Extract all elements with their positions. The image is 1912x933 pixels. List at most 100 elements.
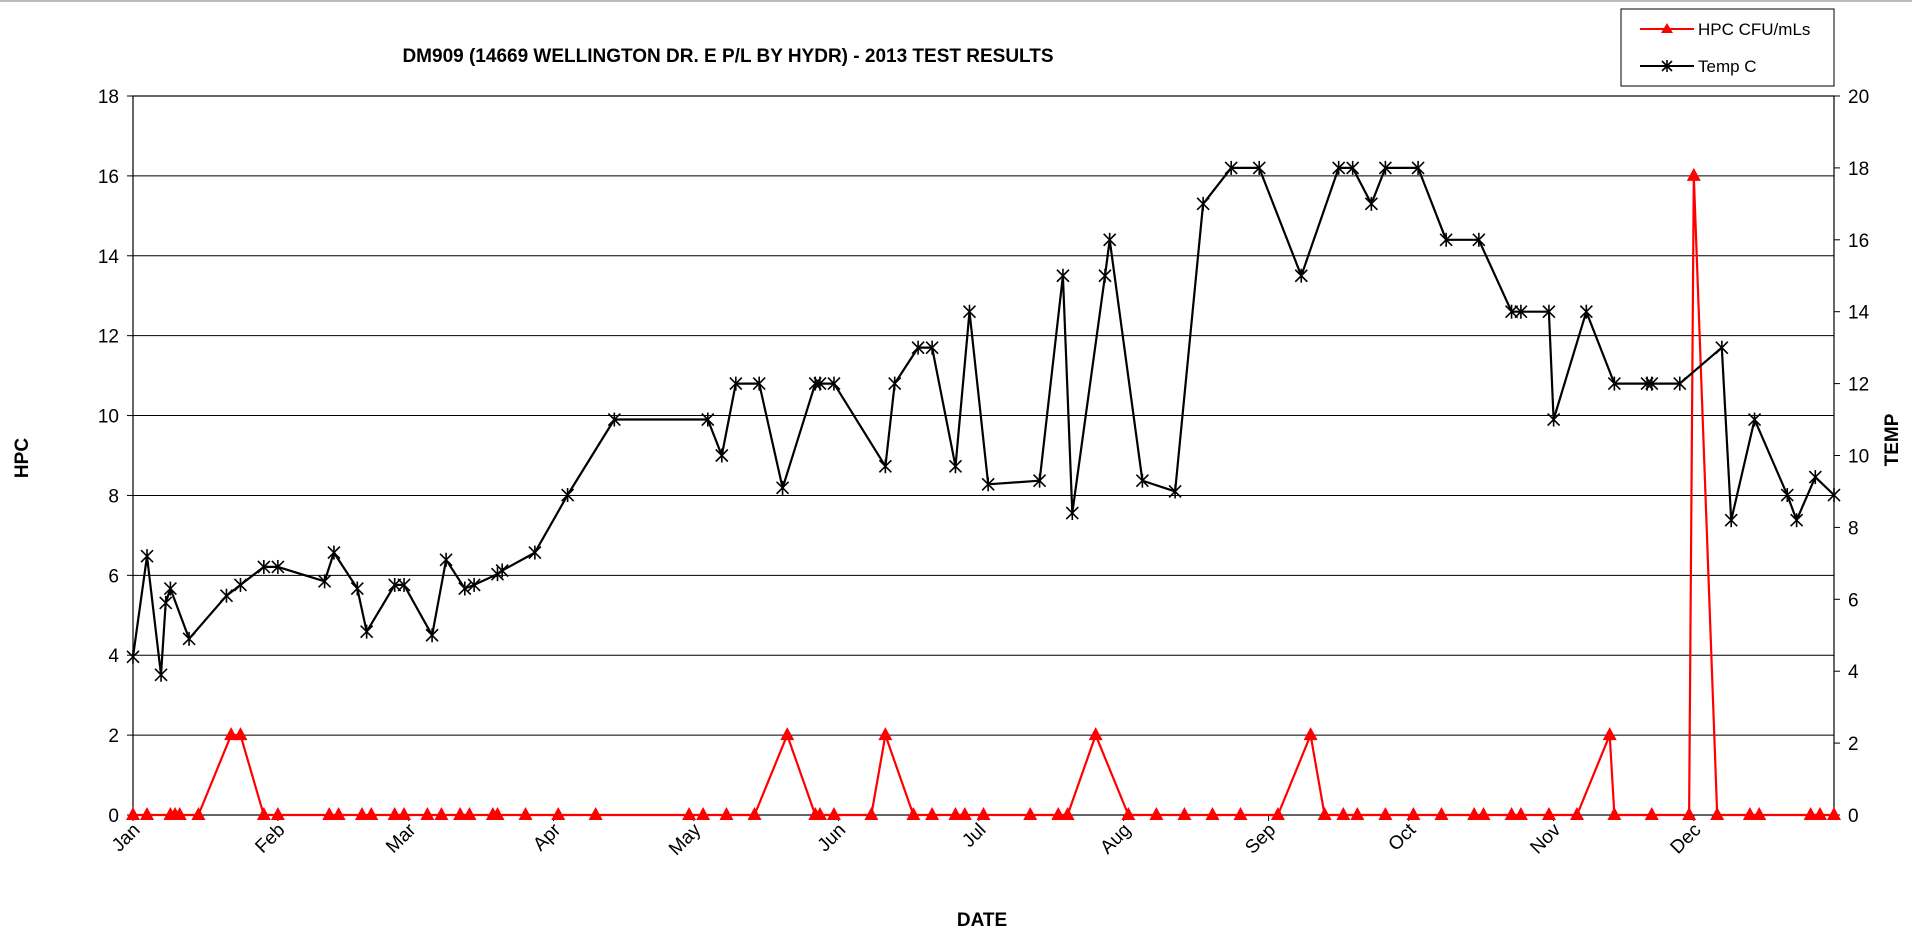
data-point-marker [126, 649, 140, 664]
data-point-marker [1476, 807, 1491, 820]
data-point-marker [911, 340, 925, 355]
data-point-marker [467, 577, 481, 592]
data-point-marker [1644, 807, 1659, 820]
data-point-marker [1121, 807, 1136, 820]
data-point-marker [812, 807, 827, 820]
y2-axis-label: TEMP [1882, 413, 1903, 466]
data-point-marker [331, 807, 346, 820]
data-point-marker [1541, 807, 1556, 820]
data-point-marker [1434, 807, 1449, 820]
data-point-marker [1103, 232, 1117, 247]
x-tick-label: Jun [814, 820, 851, 857]
data-point-marker [1467, 807, 1482, 820]
right-axis: 0 2 4 6 8 10 12 14 16 18 20 [1834, 87, 1870, 827]
data-point-marker [864, 807, 879, 820]
y2-tick-label: 18 [1848, 159, 1869, 180]
x-axis: Jan Feb Mar Apr May Jun Jul Aug Sep Oct Nov Dec [108, 815, 1705, 860]
data-point-marker [1350, 807, 1365, 820]
data-point-marker [191, 807, 206, 820]
data-point-marker [439, 552, 453, 567]
data-point-marker [327, 545, 341, 560]
data-point-marker [1205, 807, 1220, 820]
data-point-marker [878, 459, 892, 474]
data-point-marker [1673, 376, 1687, 391]
data-point-marker [588, 807, 603, 820]
data-point-marker [518, 807, 533, 820]
data-point-marker [126, 807, 140, 820]
data-point-marker [1514, 304, 1528, 319]
data-point-marker [397, 577, 411, 592]
data-point-marker [1607, 376, 1621, 391]
data-point-marker [462, 807, 477, 820]
data-point-marker [1177, 807, 1192, 820]
data-point-marker [826, 807, 841, 820]
data-point-marker [1294, 268, 1308, 283]
data-point-marker [1252, 160, 1266, 175]
data-point-marker [140, 549, 154, 564]
data-point-marker [322, 807, 337, 820]
data-point-marker [1504, 304, 1519, 319]
data-point-marker [453, 807, 468, 820]
data-point-marker [780, 727, 795, 741]
data-point-marker [256, 807, 271, 820]
data-point-marker [1411, 160, 1425, 175]
y2-tick-label: 0 [1848, 806, 1859, 827]
x-tick-label: Mar [382, 819, 420, 857]
data-point-marker [1364, 196, 1378, 211]
y-tick-label: 6 [108, 566, 119, 587]
data-point-marker [1607, 807, 1622, 820]
data-point-marker [1803, 807, 1818, 820]
data-point-marker [425, 628, 439, 643]
data-point-marker [1196, 196, 1210, 211]
data-point-marker [387, 807, 402, 820]
data-point-marker [1780, 488, 1794, 503]
data-point-marker [1710, 807, 1725, 820]
data-point-marker [1023, 807, 1038, 820]
data-point-marker [458, 581, 472, 596]
data-point-marker [1406, 807, 1421, 820]
data-point-marker [1808, 470, 1822, 485]
y-axis-label: HPC [12, 438, 33, 478]
data-point-marker [747, 807, 762, 820]
data-point-marker [925, 807, 940, 820]
data-point-marker [318, 574, 332, 589]
data-point-marker [962, 304, 977, 319]
data-point-marker [1332, 160, 1346, 175]
data-point-marker [495, 563, 509, 578]
data-point-marker [948, 807, 963, 820]
data-point-marker [1336, 807, 1351, 820]
x-tick-label: Apr [529, 819, 565, 855]
y-tick-label: 18 [98, 87, 119, 108]
data-point-marker [827, 376, 841, 391]
data-point-marker [1033, 473, 1047, 488]
data-point-marker [775, 480, 790, 495]
data-point-marker [154, 667, 168, 682]
y2-tick-label: 12 [1848, 375, 1869, 396]
data-point-marker [172, 807, 187, 820]
left-axis: 0 2 4 6 8 10 12 14 16 18 [98, 87, 133, 827]
data-point-marker [360, 624, 374, 639]
data-point-marker [1686, 167, 1701, 181]
data-point-marker [1051, 807, 1066, 820]
data-point-marker [752, 376, 766, 391]
data-point-marker [397, 807, 412, 820]
y-tick-label: 0 [108, 806, 119, 827]
y-tick-label: 2 [108, 726, 119, 747]
data-point-marker [1135, 473, 1149, 488]
data-point-marker [350, 581, 364, 596]
y2-tick-label: 14 [1848, 303, 1870, 324]
data-point-marker [140, 807, 155, 820]
data-point-marker [1317, 807, 1332, 820]
legend-label-temp: Temp C [1698, 57, 1757, 76]
data-point-marker [1378, 807, 1393, 820]
legend: HPC CFU/mLs Temp C [1620, 8, 1835, 87]
data-point-marker [490, 807, 505, 820]
data-point-marker [1060, 807, 1075, 820]
data-point-marker [1378, 160, 1392, 175]
data-point-marker [1724, 513, 1738, 528]
data-point-marker [182, 631, 196, 646]
x-tick-label: Dec [1667, 820, 1706, 859]
data-point-marker [1812, 807, 1827, 820]
data-point-marker [1827, 488, 1841, 503]
data-point-marker [354, 807, 369, 820]
